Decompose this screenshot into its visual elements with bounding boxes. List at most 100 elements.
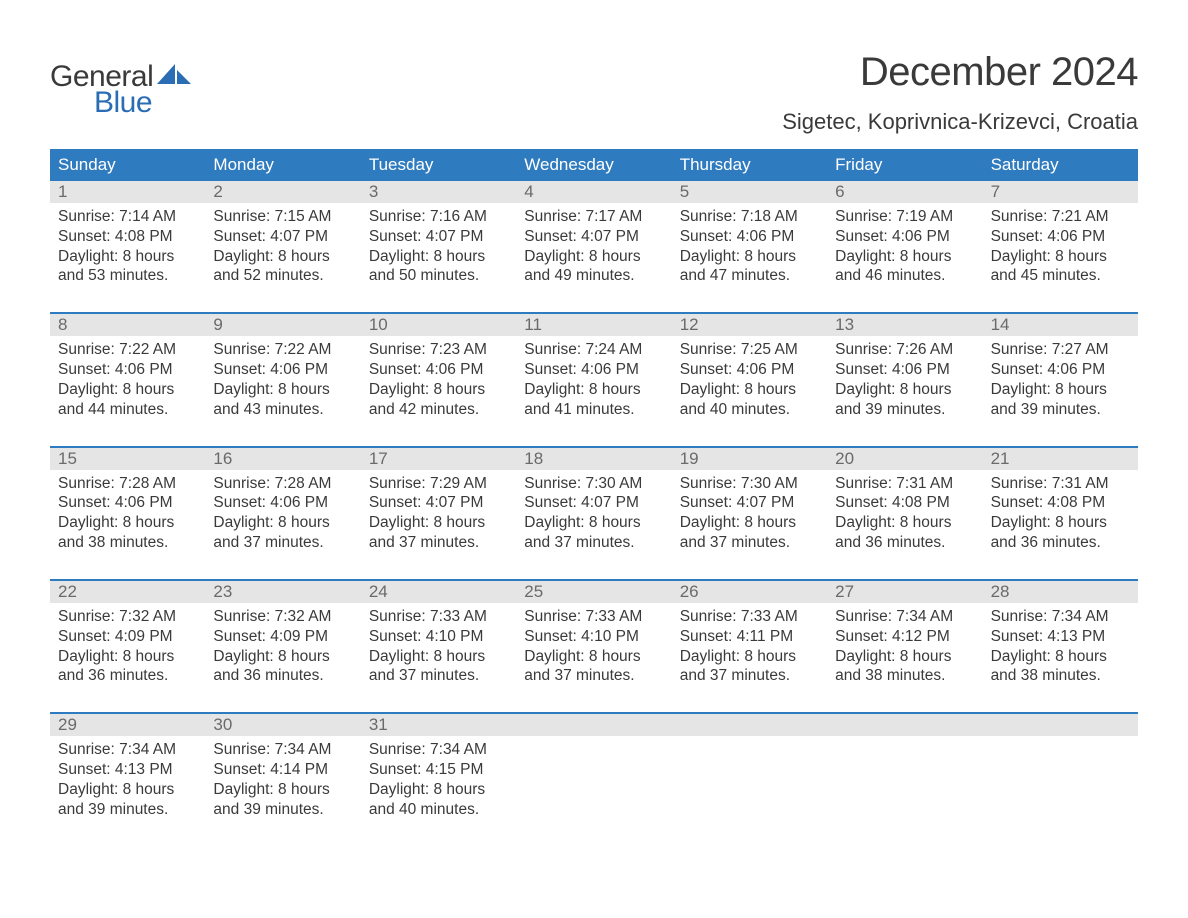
- sunset-line: Sunset: 4:06 PM: [369, 360, 508, 380]
- sunset-line: Sunset: 4:07 PM: [680, 493, 819, 513]
- daylight-line-1: Daylight: 8 hours: [991, 380, 1130, 400]
- daylight-line-2: and 36 minutes.: [991, 533, 1130, 553]
- sunrise-line: Sunrise: 7:24 AM: [524, 340, 663, 360]
- calendar: Sunday Monday Tuesday Wednesday Thursday…: [50, 149, 1138, 820]
- sunset-line: Sunset: 4:06 PM: [991, 360, 1130, 380]
- sunset-line: Sunset: 4:15 PM: [369, 760, 508, 780]
- day-cell: Sunrise: 7:29 AMSunset: 4:07 PMDaylight:…: [361, 470, 516, 553]
- sail-icon: [157, 62, 191, 91]
- weekday-label: Thursday: [672, 149, 827, 181]
- sunrise-line: Sunrise: 7:21 AM: [991, 207, 1130, 227]
- day-number: 6: [827, 181, 982, 203]
- day-cell: [672, 736, 827, 819]
- day-cell: Sunrise: 7:30 AMSunset: 4:07 PMDaylight:…: [672, 470, 827, 553]
- daylight-line-2: and 37 minutes.: [369, 533, 508, 553]
- sunset-line: Sunset: 4:09 PM: [58, 627, 197, 647]
- day-cell: [983, 736, 1138, 819]
- daylight-line-1: Daylight: 8 hours: [991, 513, 1130, 533]
- day-number-row: 1234567: [50, 181, 1138, 203]
- daylight-line-2: and 37 minutes.: [680, 666, 819, 686]
- page-title: December 2024: [782, 50, 1138, 95]
- day-cell: Sunrise: 7:25 AMSunset: 4:06 PMDaylight:…: [672, 336, 827, 419]
- sunset-line: Sunset: 4:08 PM: [58, 227, 197, 247]
- sunrise-line: Sunrise: 7:16 AM: [369, 207, 508, 227]
- weekday-label: Friday: [827, 149, 982, 181]
- day-cell: Sunrise: 7:14 AMSunset: 4:08 PMDaylight:…: [50, 203, 205, 286]
- day-number: 7: [983, 181, 1138, 203]
- day-cell: Sunrise: 7:34 AMSunset: 4:13 PMDaylight:…: [50, 736, 205, 819]
- sunset-line: Sunset: 4:06 PM: [680, 360, 819, 380]
- day-cell: Sunrise: 7:23 AMSunset: 4:06 PMDaylight:…: [361, 336, 516, 419]
- day-cell: Sunrise: 7:22 AMSunset: 4:06 PMDaylight:…: [205, 336, 360, 419]
- day-number: 25: [516, 581, 671, 603]
- weekday-label: Sunday: [50, 149, 205, 181]
- sunset-line: Sunset: 4:09 PM: [213, 627, 352, 647]
- sunset-line: Sunset: 4:06 PM: [213, 360, 352, 380]
- sunset-line: Sunset: 4:06 PM: [835, 227, 974, 247]
- sunset-line: Sunset: 4:13 PM: [991, 627, 1130, 647]
- logo-word-blue: Blue: [94, 86, 152, 120]
- daylight-line-2: and 37 minutes.: [369, 666, 508, 686]
- sunset-line: Sunset: 4:06 PM: [991, 227, 1130, 247]
- day-cell: Sunrise: 7:28 AMSunset: 4:06 PMDaylight:…: [50, 470, 205, 553]
- day-number: [983, 714, 1138, 736]
- day-number-row: 15161718192021: [50, 448, 1138, 470]
- sunrise-line: Sunrise: 7:34 AM: [835, 607, 974, 627]
- day-number: 10: [361, 314, 516, 336]
- day-content-row: Sunrise: 7:32 AMSunset: 4:09 PMDaylight:…: [50, 603, 1138, 686]
- header: General Blue December 2024 Sigetec, Kopr…: [50, 50, 1138, 135]
- daylight-line-1: Daylight: 8 hours: [524, 513, 663, 533]
- daylight-line-2: and 53 minutes.: [58, 266, 197, 286]
- daylight-line-2: and 38 minutes.: [835, 666, 974, 686]
- sunrise-line: Sunrise: 7:25 AM: [680, 340, 819, 360]
- day-number-row: 293031: [50, 714, 1138, 736]
- daylight-line-2: and 36 minutes.: [58, 666, 197, 686]
- day-number: 2: [205, 181, 360, 203]
- daylight-line-2: and 37 minutes.: [524, 666, 663, 686]
- sunrise-line: Sunrise: 7:18 AM: [680, 207, 819, 227]
- day-number: [827, 714, 982, 736]
- day-content-row: Sunrise: 7:28 AMSunset: 4:06 PMDaylight:…: [50, 470, 1138, 553]
- daylight-line-1: Daylight: 8 hours: [835, 647, 974, 667]
- day-number: 24: [361, 581, 516, 603]
- daylight-line-1: Daylight: 8 hours: [680, 247, 819, 267]
- daylight-line-2: and 36 minutes.: [213, 666, 352, 686]
- day-cell: Sunrise: 7:24 AMSunset: 4:06 PMDaylight:…: [516, 336, 671, 419]
- sunrise-line: Sunrise: 7:22 AM: [213, 340, 352, 360]
- daylight-line-1: Daylight: 8 hours: [58, 247, 197, 267]
- sunrise-line: Sunrise: 7:26 AM: [835, 340, 974, 360]
- sunrise-line: Sunrise: 7:32 AM: [58, 607, 197, 627]
- day-cell: Sunrise: 7:18 AMSunset: 4:06 PMDaylight:…: [672, 203, 827, 286]
- sunset-line: Sunset: 4:10 PM: [524, 627, 663, 647]
- day-cell: Sunrise: 7:31 AMSunset: 4:08 PMDaylight:…: [983, 470, 1138, 553]
- sunset-line: Sunset: 4:06 PM: [680, 227, 819, 247]
- day-number-row: 891011121314: [50, 314, 1138, 336]
- daylight-line-2: and 49 minutes.: [524, 266, 663, 286]
- sunrise-line: Sunrise: 7:14 AM: [58, 207, 197, 227]
- daylight-line-1: Daylight: 8 hours: [524, 380, 663, 400]
- day-number: 23: [205, 581, 360, 603]
- day-number: 16: [205, 448, 360, 470]
- daylight-line-2: and 38 minutes.: [991, 666, 1130, 686]
- daylight-line-2: and 39 minutes.: [835, 400, 974, 420]
- day-number: 21: [983, 448, 1138, 470]
- sunrise-line: Sunrise: 7:33 AM: [680, 607, 819, 627]
- daylight-line-2: and 47 minutes.: [680, 266, 819, 286]
- day-cell: Sunrise: 7:31 AMSunset: 4:08 PMDaylight:…: [827, 470, 982, 553]
- daylight-line-2: and 40 minutes.: [369, 800, 508, 820]
- daylight-line-1: Daylight: 8 hours: [213, 647, 352, 667]
- daylight-line-2: and 41 minutes.: [524, 400, 663, 420]
- sunrise-line: Sunrise: 7:30 AM: [680, 474, 819, 494]
- day-number: 22: [50, 581, 205, 603]
- sunset-line: Sunset: 4:07 PM: [524, 227, 663, 247]
- day-number: 5: [672, 181, 827, 203]
- sunrise-line: Sunrise: 7:34 AM: [213, 740, 352, 760]
- sunrise-line: Sunrise: 7:34 AM: [58, 740, 197, 760]
- sunset-line: Sunset: 4:07 PM: [213, 227, 352, 247]
- sunrise-line: Sunrise: 7:27 AM: [991, 340, 1130, 360]
- daylight-line-2: and 46 minutes.: [835, 266, 974, 286]
- daylight-line-1: Daylight: 8 hours: [524, 247, 663, 267]
- day-number: 17: [361, 448, 516, 470]
- daylight-line-2: and 45 minutes.: [991, 266, 1130, 286]
- day-number: 8: [50, 314, 205, 336]
